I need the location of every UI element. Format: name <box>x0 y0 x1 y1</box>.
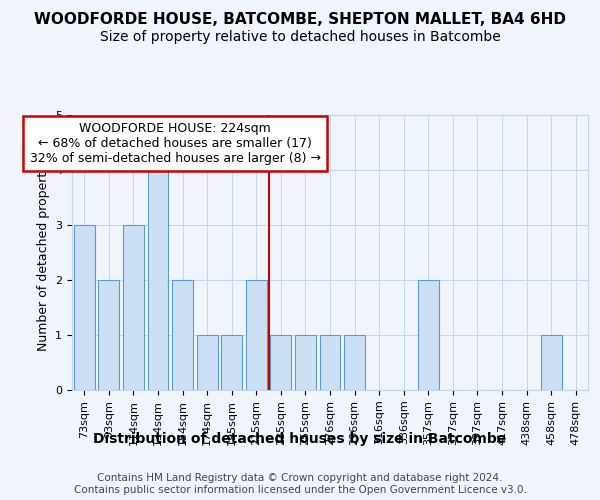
Text: WOODFORDE HOUSE, BATCOMBE, SHEPTON MALLET, BA4 6HD: WOODFORDE HOUSE, BATCOMBE, SHEPTON MALLE… <box>34 12 566 28</box>
Bar <box>541 335 562 390</box>
Bar <box>320 335 340 390</box>
Bar <box>123 225 144 390</box>
Text: WOODFORDE HOUSE: 224sqm
← 68% of detached houses are smaller (17)
32% of semi-de: WOODFORDE HOUSE: 224sqm ← 68% of detache… <box>29 122 320 165</box>
Text: Distribution of detached houses by size in Batcombe: Distribution of detached houses by size … <box>94 432 506 446</box>
Bar <box>148 170 169 390</box>
Bar <box>172 280 193 390</box>
Bar <box>271 335 292 390</box>
Bar <box>98 280 119 390</box>
Bar <box>197 335 218 390</box>
Bar <box>344 335 365 390</box>
Bar <box>418 280 439 390</box>
Bar <box>74 225 95 390</box>
Bar <box>295 335 316 390</box>
Bar <box>246 280 267 390</box>
Bar <box>221 335 242 390</box>
Text: Size of property relative to detached houses in Batcombe: Size of property relative to detached ho… <box>100 30 500 44</box>
Y-axis label: Number of detached properties: Number of detached properties <box>37 154 50 351</box>
Text: Contains HM Land Registry data © Crown copyright and database right 2024.
Contai: Contains HM Land Registry data © Crown c… <box>74 474 526 495</box>
